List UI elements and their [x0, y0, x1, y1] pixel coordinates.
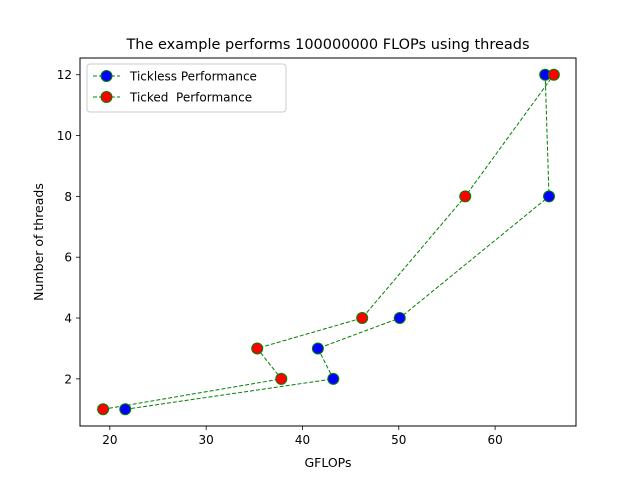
data-point-series-0	[119, 403, 132, 416]
data-point-series-0	[327, 372, 340, 385]
x-tick-label: 20	[102, 433, 117, 447]
legend-marker-1	[100, 91, 113, 103]
legend-box	[86, 63, 287, 113]
data-point-series-0	[311, 342, 324, 355]
legend-label-1: Ticked Performance	[129, 91, 252, 105]
y-tick-label: 10	[57, 129, 72, 143]
y-tick-label: 6	[64, 251, 72, 265]
y-tick-label: 4	[64, 312, 72, 326]
plot-area-frame	[79, 57, 577, 427]
axis-ticks: 20 30 40 50 60 2 4 6 8 10 12	[57, 68, 503, 447]
x-tick-label: 50	[391, 433, 406, 447]
series-line-0	[125, 74, 550, 410]
data-point-series-0	[393, 312, 406, 325]
data-point-series-1	[97, 403, 110, 416]
series-line-1	[103, 74, 555, 410]
data-point-series-1	[547, 68, 560, 81]
y-axis-label: Number of threads	[31, 183, 46, 301]
series-lines	[103, 74, 555, 410]
y-tick-label: 12	[57, 68, 72, 82]
legend: Tickless Performance Ticked Performance	[86, 63, 287, 113]
y-tick-label: 2	[64, 372, 72, 386]
chart-title: The example performs 100000000 FLOPs usi…	[125, 37, 529, 53]
x-tick-label: 40	[295, 433, 310, 447]
legend-marker-0	[100, 70, 113, 82]
data-point-series-0	[543, 190, 556, 203]
series-markers	[97, 68, 560, 416]
data-point-series-1	[275, 372, 288, 385]
data-point-series-1	[356, 312, 369, 325]
x-tick-label: 30	[199, 433, 214, 447]
x-tick-label: 60	[487, 433, 502, 447]
legend-label-0: Tickless Performance	[129, 70, 257, 84]
data-point-series-1	[459, 190, 472, 203]
y-tick-label: 8	[64, 190, 72, 204]
x-axis-label: GFLOPs	[304, 455, 351, 470]
data-point-series-1	[251, 342, 264, 355]
